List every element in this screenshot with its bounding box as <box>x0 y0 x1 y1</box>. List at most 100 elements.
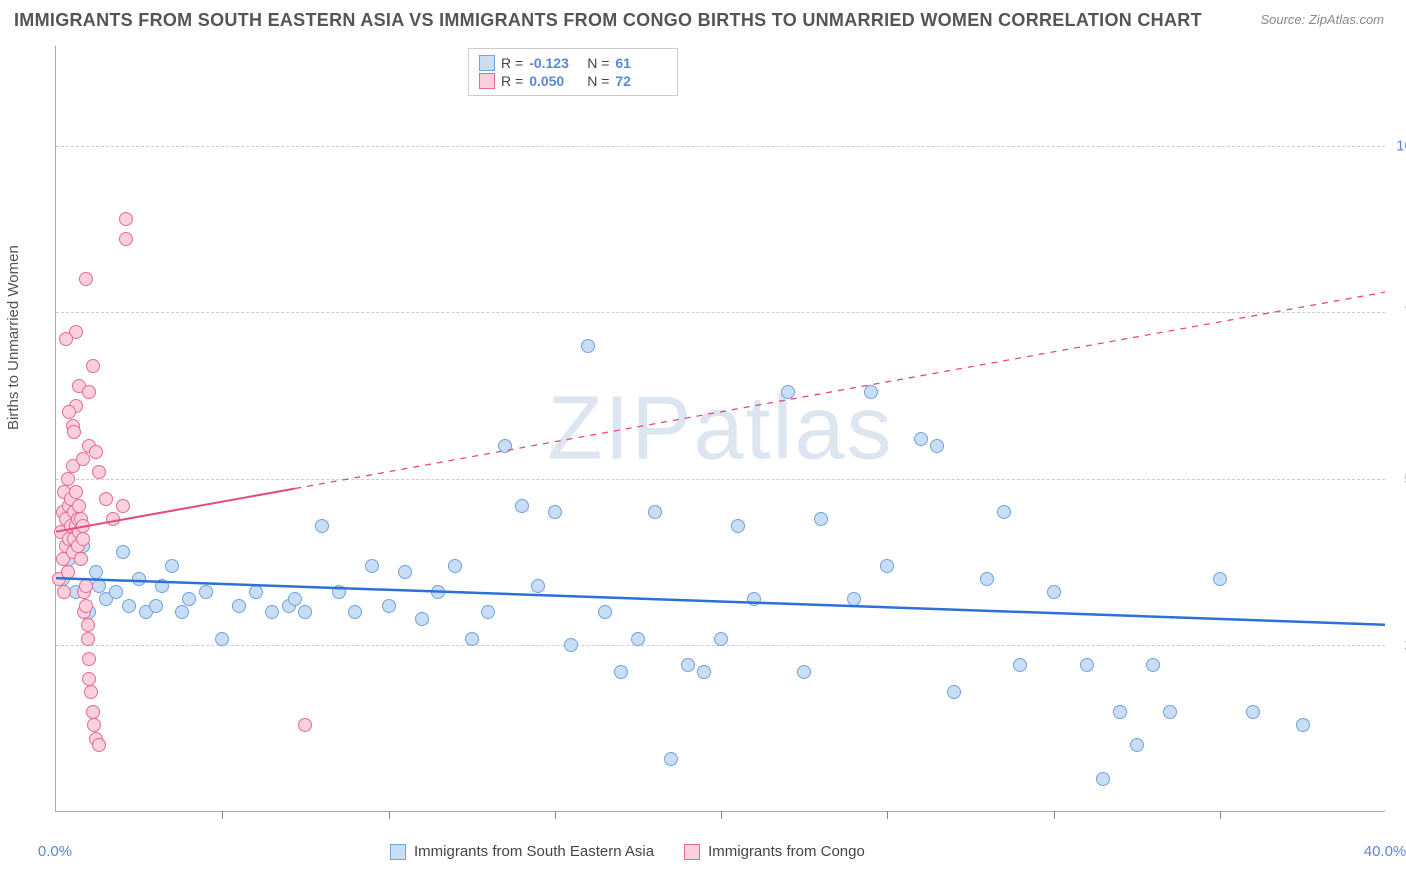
data-point-sea <box>132 572 146 586</box>
data-point-congo <box>79 599 93 613</box>
data-point-sea <box>797 665 811 679</box>
data-point-congo <box>82 385 96 399</box>
data-point-congo <box>62 405 76 419</box>
data-point-congo <box>119 232 133 246</box>
x-minor-tick <box>555 811 556 819</box>
data-point-congo <box>82 652 96 666</box>
data-point-sea <box>1130 738 1144 752</box>
legend-swatch-congo <box>479 73 495 89</box>
correlation-legend: R =-0.123N =61 R =0.050N =72 <box>468 48 678 96</box>
data-point-sea <box>265 605 279 619</box>
legend-swatch-sea <box>479 55 495 71</box>
data-point-congo <box>89 445 103 459</box>
data-point-sea <box>648 505 662 519</box>
data-point-sea <box>731 519 745 533</box>
data-point-sea <box>814 512 828 526</box>
x-minor-tick <box>887 811 888 819</box>
data-point-congo <box>298 718 312 732</box>
chart-title: IMMIGRANTS FROM SOUTH EASTERN ASIA VS IM… <box>14 10 1202 31</box>
legend-label-sea: Immigrants from South Eastern Asia <box>414 843 654 860</box>
legend-label-congo: Immigrants from Congo <box>708 843 865 860</box>
data-point-sea <box>1080 658 1094 672</box>
n-label: N = <box>587 55 609 71</box>
data-point-congo <box>79 579 93 593</box>
data-point-sea <box>116 545 130 559</box>
data-point-sea <box>1096 772 1110 786</box>
data-point-sea <box>1047 585 1061 599</box>
data-point-sea <box>531 579 545 593</box>
x-tick-min: 0.0% <box>38 843 72 860</box>
data-point-sea <box>714 632 728 646</box>
n-value-congo: 72 <box>615 73 667 89</box>
data-point-sea <box>614 665 628 679</box>
data-point-sea <box>581 339 595 353</box>
data-point-sea <box>930 439 944 453</box>
data-point-sea <box>298 605 312 619</box>
data-point-sea <box>398 565 412 579</box>
data-point-sea <box>781 385 795 399</box>
data-point-congo <box>76 519 90 533</box>
data-point-sea <box>997 505 1011 519</box>
data-point-congo <box>57 585 71 599</box>
data-point-sea <box>598 605 612 619</box>
data-point-sea <box>232 599 246 613</box>
r-label: R = <box>501 55 523 71</box>
data-point-congo <box>86 705 100 719</box>
data-point-sea <box>481 605 495 619</box>
data-point-sea <box>155 579 169 593</box>
data-point-congo <box>92 465 106 479</box>
data-point-congo <box>74 552 88 566</box>
data-point-sea <box>199 585 213 599</box>
legend-row-sea: R =-0.123N =61 <box>479 55 667 71</box>
data-point-sea <box>515 499 529 513</box>
data-point-sea <box>89 565 103 579</box>
data-point-sea <box>165 559 179 573</box>
trend-lines <box>56 46 1385 811</box>
data-point-congo <box>79 272 93 286</box>
data-point-sea <box>1296 718 1310 732</box>
x-minor-tick <box>1054 811 1055 819</box>
data-point-congo <box>82 672 96 686</box>
data-point-congo <box>67 425 81 439</box>
x-tick-max: 40.0% <box>1364 843 1406 860</box>
data-point-sea <box>175 605 189 619</box>
y-axis-label: Births to Unmarried Women <box>5 245 22 430</box>
legend-row-congo: R =0.050N =72 <box>479 73 667 89</box>
legend-swatch-sea <box>390 844 406 860</box>
data-point-sea <box>348 605 362 619</box>
data-point-congo <box>86 359 100 373</box>
data-point-sea <box>182 592 196 606</box>
data-point-sea <box>1213 572 1227 586</box>
data-point-sea <box>498 439 512 453</box>
r-label: R = <box>501 73 523 89</box>
data-point-sea <box>365 559 379 573</box>
data-point-congo <box>59 332 73 346</box>
x-minor-tick <box>1220 811 1221 819</box>
data-point-sea <box>664 752 678 766</box>
data-point-sea <box>697 665 711 679</box>
data-point-sea <box>1013 658 1027 672</box>
data-point-sea <box>1113 705 1127 719</box>
data-point-sea <box>315 519 329 533</box>
legend-swatch-congo <box>684 844 700 860</box>
data-point-sea <box>980 572 994 586</box>
gridline-h <box>56 312 1385 313</box>
data-point-sea <box>847 592 861 606</box>
data-point-sea <box>92 579 106 593</box>
data-point-sea <box>215 632 229 646</box>
data-point-congo <box>76 452 90 466</box>
plot-area: ZIPatlas R =-0.123N =61 R =0.050N =72 25… <box>55 46 1385 812</box>
data-point-sea <box>1246 705 1260 719</box>
data-point-sea <box>332 585 346 599</box>
data-point-congo <box>87 718 101 732</box>
data-point-congo <box>119 212 133 226</box>
data-point-sea <box>109 585 123 599</box>
data-point-sea <box>448 559 462 573</box>
data-point-sea <box>548 505 562 519</box>
data-point-congo <box>106 512 120 526</box>
data-point-sea <box>914 432 928 446</box>
data-point-congo <box>116 499 130 513</box>
data-point-sea <box>249 585 263 599</box>
data-point-congo <box>92 738 106 752</box>
n-label: N = <box>587 73 609 89</box>
